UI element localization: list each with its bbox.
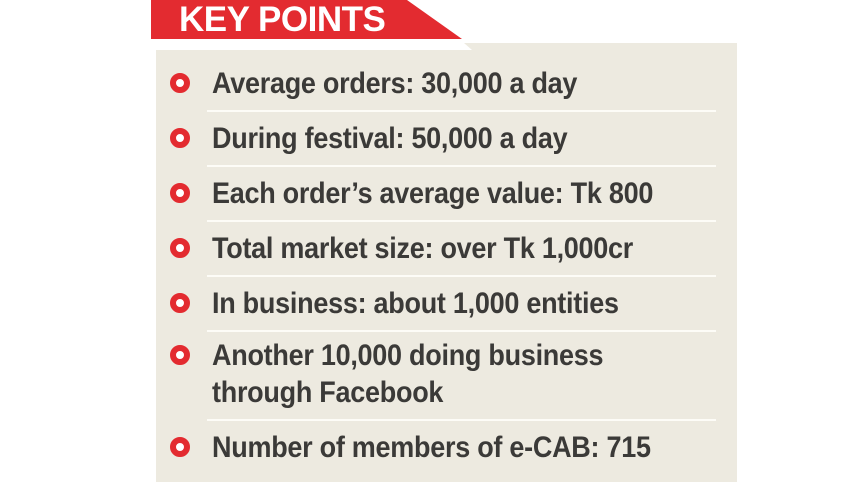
bullet-ring-icon: [170, 345, 190, 365]
key-points-panel: Average orders: 30,000 a day During fest…: [156, 43, 737, 482]
bullet-ring-icon: [170, 73, 190, 93]
list-item-text: Average orders: 30,000 a day: [212, 67, 578, 100]
banner-title: KEY POINTS: [179, 0, 386, 39]
list-item: In business: about 1,000 entities: [156, 277, 737, 330]
separator: [207, 275, 716, 277]
banner-red-ribbon: [151, 0, 462, 39]
bullet-ring-icon: [170, 128, 190, 148]
bullet-ring-icon: [170, 183, 190, 203]
bullet-ring-icon: [170, 293, 190, 313]
separator: [207, 220, 716, 222]
separator: [207, 419, 716, 421]
list-item: Another 10,000 doing business through Fa…: [156, 332, 737, 419]
list-item-text: During festival: 50,000 a day: [212, 122, 568, 155]
list-item: Average orders: 30,000 a day: [156, 57, 737, 110]
list-item: Each order’s average value: Tk 800: [156, 167, 737, 220]
list-item: Number of members of e-CAB: 715: [156, 421, 737, 474]
list-item: Total market size: over Tk 1,000cr: [156, 222, 737, 275]
separator: [207, 165, 716, 167]
list-item-text: Number of members of e-CAB: 715: [212, 431, 651, 464]
key-points-banner: [151, 0, 472, 50]
bullet-ring-icon: [170, 238, 190, 258]
separator: [207, 330, 716, 332]
list-item-text: Another 10,000 doing business through Fa…: [212, 339, 604, 409]
bullet-ring-icon: [170, 437, 190, 457]
list-item-text: Each order’s average value: Tk 800: [212, 177, 654, 210]
separator: [207, 110, 716, 112]
list-item: During festival: 50,000 a day: [156, 112, 737, 165]
list-item-text: Total market size: over Tk 1,000cr: [212, 232, 634, 265]
list-item-text: In business: about 1,000 entities: [212, 287, 619, 320]
